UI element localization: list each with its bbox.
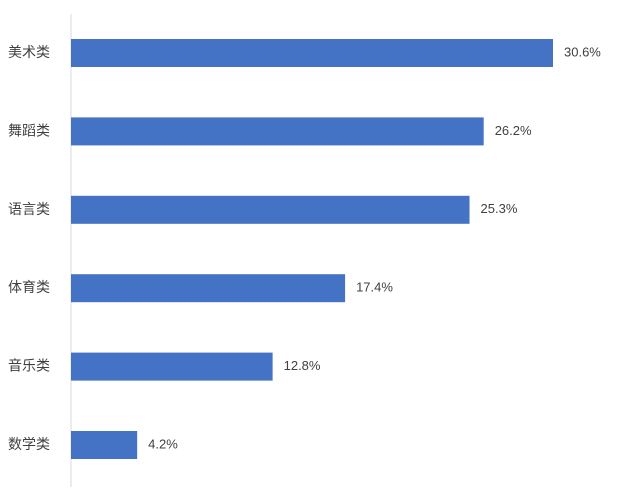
category-label-2: 语言类 [8,202,50,218]
category-label-1: 舞蹈类 [8,123,50,139]
bars-group [71,39,553,459]
category-label-0: 美术类 [8,45,50,61]
bar-0 [71,39,553,67]
bar-2 [71,195,470,224]
value-label-2: 25.3% [481,201,518,216]
category-label-4: 音乐类 [8,358,50,375]
bar-4 [71,352,273,381]
value-labels-group: 30.6% 26.2% 25.3% 17.4% 12.8% 4.2% [148,44,601,451]
value-label-1: 26.2% [495,123,532,138]
value-label-5: 4.2% [148,436,178,451]
value-label-0: 30.6% [564,44,601,59]
category-label-3: 体育类 [8,280,50,296]
bar-5 [71,431,138,459]
bar-1 [71,117,484,146]
value-label-3: 17.4% [356,280,393,295]
value-label-4: 12.8% [284,358,321,373]
category-label-5: 数学类 [8,437,50,453]
bar-3 [71,274,346,303]
